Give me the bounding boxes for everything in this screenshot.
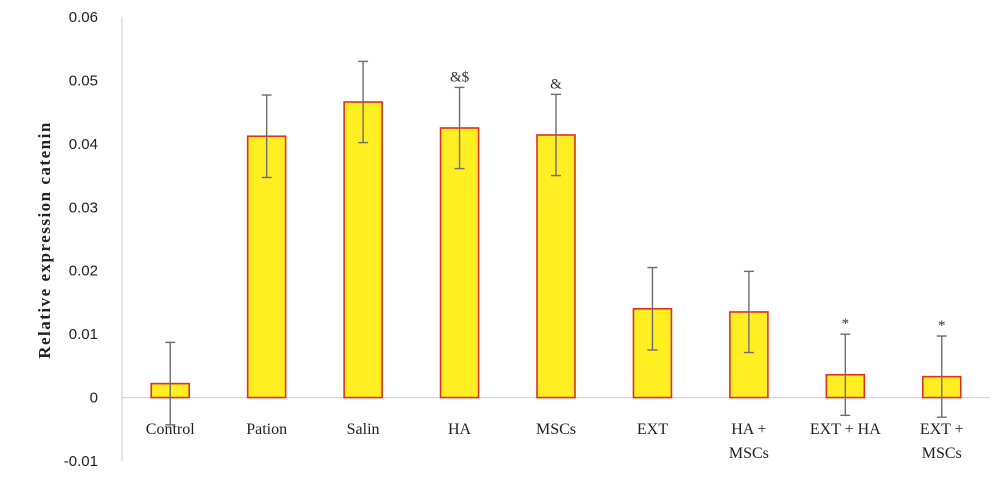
- bars: [150, 101, 962, 399]
- y-tick-label: 0.03: [69, 199, 98, 216]
- error-bar: [261, 94, 272, 179]
- error-bar: [165, 341, 176, 426]
- error-bar: [454, 86, 465, 170]
- category-label: MSCs: [922, 445, 962, 462]
- category-label: EXT + HA: [810, 421, 881, 438]
- significance-annotation: &$: [450, 69, 470, 85]
- category-label: Salin: [347, 421, 380, 438]
- y-tick-label: 0: [90, 390, 98, 407]
- y-tick-label: 0.02: [69, 263, 98, 280]
- y-axis-label-group: Relative expression catenin: [35, 121, 54, 359]
- y-tick-label: 0.01: [69, 326, 98, 343]
- category-label: Pation: [246, 421, 287, 438]
- category-label: HA +: [731, 421, 766, 438]
- error-bars: [165, 60, 947, 426]
- category-label: MSCs: [536, 421, 576, 438]
- bar: [246, 135, 287, 399]
- significance-annotation: *: [938, 318, 946, 334]
- category-labels: Control Pation Salin HA MSCs EXT HA + MSCs EXT +…: [146, 421, 964, 462]
- bar: [343, 101, 383, 399]
- y-tick-label: 0.06: [69, 9, 98, 26]
- y-tick-label: 0.04: [69, 136, 98, 153]
- error-bar: [936, 335, 947, 418]
- error-bar: [358, 60, 369, 144]
- error-bar: [551, 93, 561, 177]
- significance-annotations: &$ & * *: [450, 69, 946, 334]
- y-tick-labels: -0.01 0 0.01 0.02 0.03 0.04 0.05 0.06: [64, 9, 98, 470]
- y-tick-label: 0.05: [69, 72, 98, 89]
- category-label: EXT +: [920, 421, 964, 438]
- significance-annotation: &: [550, 76, 562, 92]
- y-tick-label: -0.01: [64, 453, 98, 470]
- y-axis-label: Relative expression catenin: [35, 121, 54, 359]
- category-label: Control: [146, 421, 195, 438]
- error-bar: [647, 266, 658, 351]
- category-label: MSCs: [729, 445, 769, 462]
- significance-annotation: *: [842, 316, 850, 332]
- category-label: HA: [448, 421, 472, 438]
- category-label: EXT: [637, 421, 668, 438]
- error-bar: [743, 270, 754, 354]
- error-bar: [840, 333, 851, 417]
